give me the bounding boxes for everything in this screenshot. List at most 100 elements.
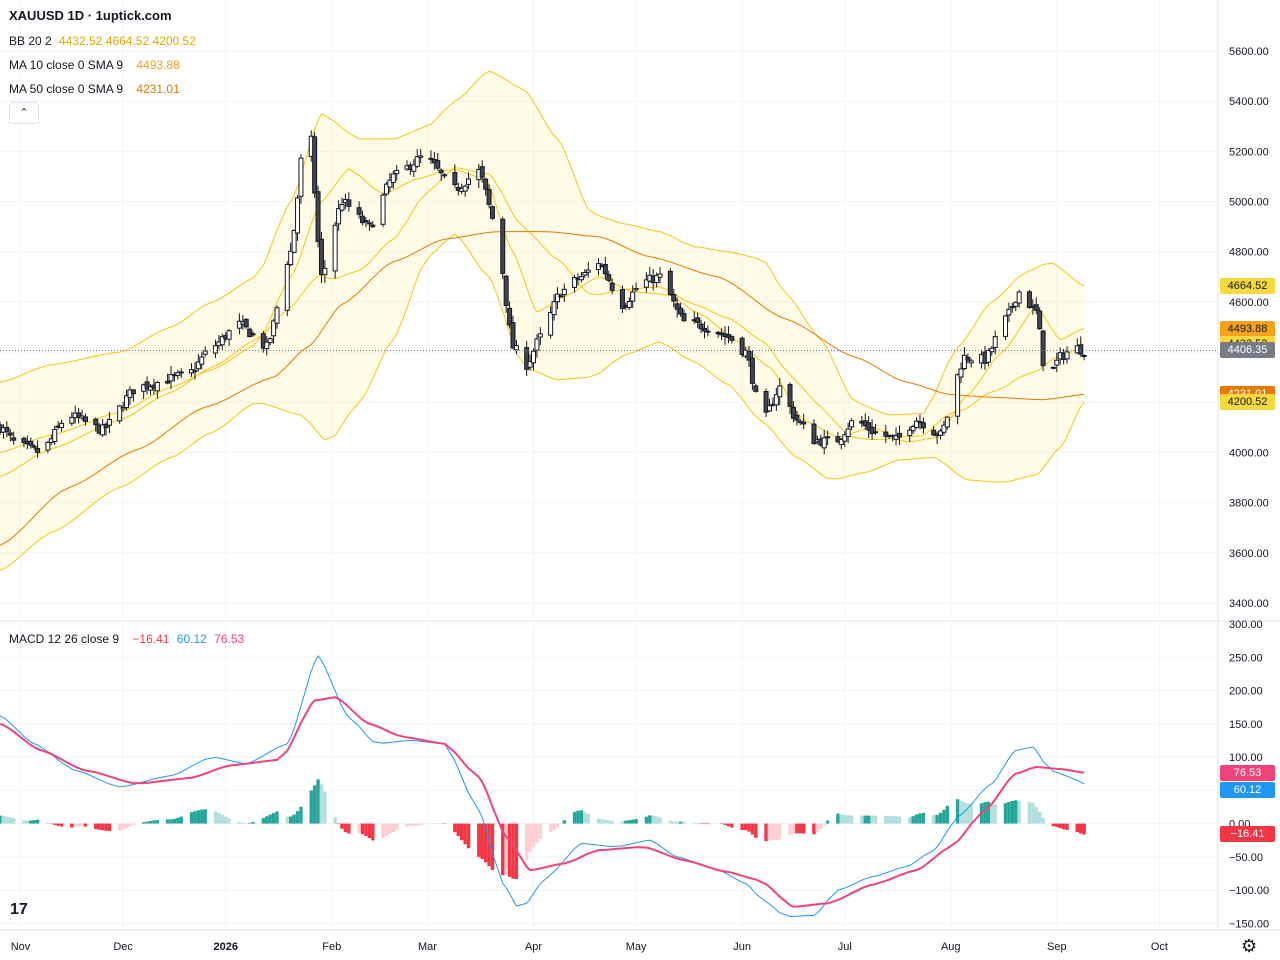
- candle-body: [284, 263, 290, 311]
- candle-body: [360, 215, 366, 224]
- macd-hist-bar: [179, 816, 183, 824]
- candle-body: [609, 282, 615, 291]
- macd-hist-bar: [583, 812, 587, 824]
- macd-hist-bar: [128, 823, 132, 827]
- tradingview-logo-icon[interactable]: 17: [10, 901, 28, 918]
- macd-hist-bar: [224, 816, 228, 824]
- macd-hist-bar: [453, 823, 457, 833]
- macd-hist-bar: [719, 823, 724, 825]
- candle-body: [438, 169, 444, 174]
- candle-body: [725, 334, 731, 338]
- macd-hist-bar: [579, 810, 584, 824]
- macd-hist-bar: [59, 823, 64, 827]
- macd-hist-bar: [555, 823, 560, 828]
- macd-hist-bar: [80, 823, 84, 827]
- candle-body: [931, 429, 937, 436]
- legend-bb-upper: 4664.52: [105, 34, 150, 48]
- macd-hist-bar: [1079, 823, 1083, 834]
- macd-hist-bar: [203, 809, 207, 824]
- candle-body: [705, 330, 711, 333]
- symbol-title[interactable]: XAUUSD 1D · 1uptick.com: [9, 8, 172, 23]
- macd-hist-bar: [241, 822, 245, 824]
- macd-hist-bar: [408, 823, 413, 827]
- candle-body: [678, 307, 684, 315]
- macd-hist-bar: [716, 823, 720, 825]
- macd-hist-bar: [340, 823, 344, 829]
- macd-hist-bar: [271, 812, 276, 824]
- macd-tick-label: 300.00: [1229, 619, 1263, 631]
- macd-hist-bar: [576, 810, 580, 824]
- macd-hist-bar: [990, 803, 994, 824]
- macd-hist-bar: [1055, 823, 1059, 828]
- candle-body: [117, 405, 123, 422]
- macd-hist-bar: [141, 822, 146, 824]
- macd-hist-bar: [22, 820, 26, 824]
- legend-bb-name: BB 20 2: [9, 34, 52, 48]
- macd-hist-bar: [1031, 802, 1035, 824]
- macd-hist-bar: [213, 811, 218, 824]
- macd-hist-bar: [165, 819, 170, 824]
- candle-body: [695, 317, 701, 323]
- macd-tick-label: −50.00: [1229, 852, 1263, 864]
- legend-bb-basis: 4432.52: [59, 34, 103, 48]
- macd-hist-bar: [295, 811, 300, 824]
- candle-body: [961, 354, 967, 369]
- macd-hist-bar: [104, 823, 108, 831]
- macd-hist-bar: [918, 813, 922, 824]
- candle-body: [657, 273, 663, 278]
- candle-body: [28, 440, 34, 446]
- candle-body: [500, 218, 506, 274]
- macd-hist-bar: [812, 823, 816, 835]
- legend-ma50[interactable]: MA 50 close 0 SMA 9 4231.01: [9, 81, 180, 97]
- candle-body: [729, 336, 735, 341]
- macd-hist-bar: [251, 822, 255, 824]
- macd-hist-bar: [292, 814, 296, 824]
- price-tag: 4406.35: [1220, 342, 1275, 359]
- macd-hist-bar: [675, 821, 679, 824]
- legend-bb[interactable]: BB 20 2 4432.52 4664.52 4200.52: [9, 33, 196, 49]
- legend-macd[interactable]: MACD 12 26 close 9 −16.41 60.12 76.53: [9, 631, 244, 647]
- candle-body: [838, 438, 844, 445]
- macd-hist-bar: [442, 823, 447, 825]
- candle-body: [914, 420, 920, 428]
- macd-hist-bar: [846, 815, 850, 824]
- macd-hist-bar: [548, 823, 553, 833]
- candle-body: [483, 178, 489, 190]
- signal-line: [0, 696, 1085, 908]
- macd-hist-bar: [432, 823, 437, 825]
- macd-tick-label: −100.00: [1229, 885, 1269, 897]
- candle-body: [260, 333, 266, 349]
- candle-body: [130, 389, 136, 395]
- chevron-up-icon[interactable]: ⌃: [9, 102, 39, 124]
- candle-body: [346, 199, 352, 207]
- macd-hist-bar: [945, 805, 950, 824]
- macd-hist-bar: [873, 815, 878, 824]
- macd-hist-bar: [405, 823, 409, 827]
- candle-body: [681, 313, 687, 322]
- price-tick-label: 4600.00: [1229, 297, 1269, 309]
- legend-bb-lower: 4200.52: [152, 34, 196, 48]
- macd-hist-bar: [839, 814, 844, 824]
- macd-hist-bar: [483, 823, 488, 863]
- candle-body: [336, 208, 342, 225]
- macd-hist-bar: [189, 812, 194, 824]
- macd-hist-bar: [600, 819, 604, 824]
- candle-body: [1078, 344, 1084, 355]
- time-tick-label: Jul: [838, 941, 852, 953]
- macd-hist-bar: [634, 819, 638, 824]
- candle-body: [763, 391, 769, 413]
- macd-tick-label: −150.00: [1229, 918, 1269, 930]
- macd-hist-bar: [227, 818, 231, 824]
- candle-body: [674, 303, 680, 310]
- macd-hist-bar: [148, 821, 153, 824]
- macd-hist-bar: [367, 823, 372, 839]
- candle-body: [356, 207, 362, 215]
- candle-body: [821, 437, 827, 449]
- macd-hist-bar: [966, 803, 970, 824]
- candle-body: [21, 437, 27, 443]
- gear-icon[interactable]: ⚙: [1241, 936, 1258, 956]
- candle-body: [869, 426, 875, 434]
- macd-hist-bar: [418, 823, 423, 826]
- legend-ma10[interactable]: MA 10 close 0 SMA 9 4493.88: [9, 57, 180, 73]
